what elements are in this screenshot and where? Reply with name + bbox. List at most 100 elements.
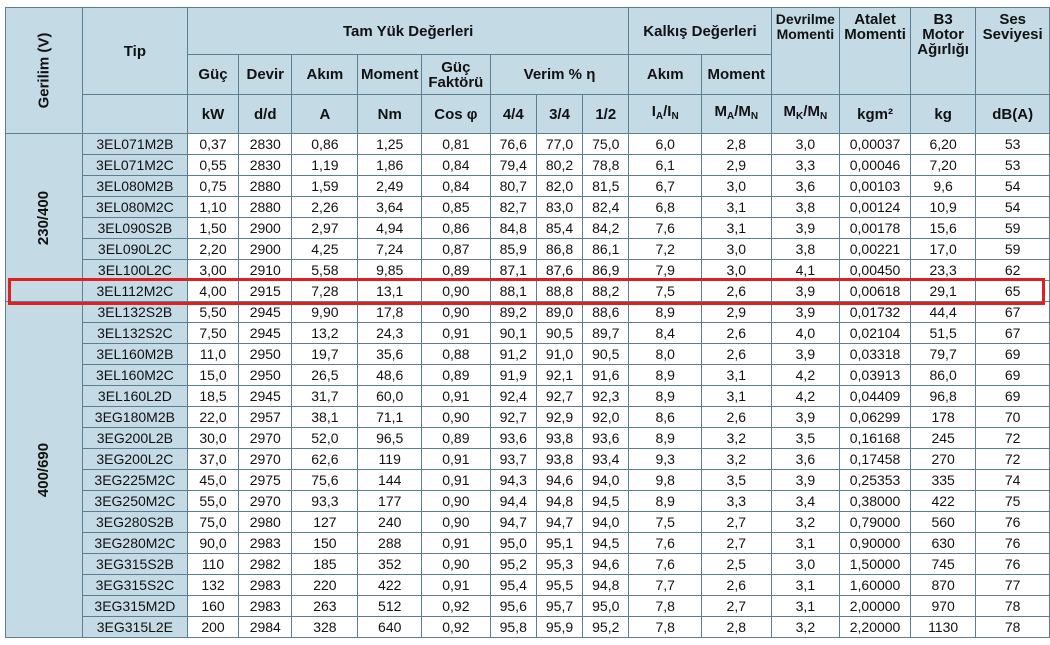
value-cell: 2,49 <box>357 175 423 197</box>
value-cell: 30,0 <box>186 427 240 449</box>
value-cell: 0,85 <box>421 196 491 218</box>
motor-type-cell: 3EG315L2E <box>81 616 188 638</box>
value-cell: 78,8 <box>582 154 630 176</box>
value-cell: 92,4 <box>489 385 537 407</box>
value-cell: 3,3 <box>770 154 841 176</box>
value-cell: 3,1 <box>701 385 772 407</box>
value-cell: 3,2 <box>770 616 841 638</box>
value-cell: 0,00221 <box>839 238 911 260</box>
unit-ia-in: IA/IN <box>628 94 702 134</box>
value-cell: 328 <box>291 616 359 638</box>
value-cell: 94,8 <box>582 574 630 596</box>
value-cell: 91,2 <box>489 343 537 365</box>
value-cell: 88,1 <box>489 280 537 302</box>
value-cell: 2,6 <box>701 574 772 596</box>
header-b3: B3 Motor Ağırlığı <box>909 7 977 95</box>
value-cell: 422 <box>357 574 423 596</box>
value-cell: 3,4 <box>770 490 841 512</box>
motor-type-cell: 3EL080M2C <box>81 196 188 218</box>
value-cell: 270 <box>909 448 977 470</box>
value-cell: 13,2 <box>291 322 359 344</box>
table-row: 3EG315M2D 160 2983 263 512 0,92 95,6 95,7 95,0 7,… <box>6 595 1050 617</box>
header-kalkis-moment: Moment <box>701 54 772 95</box>
value-cell: 93,6 <box>582 427 630 449</box>
value-cell: 83,0 <box>535 196 584 218</box>
value-cell: 0,91 <box>421 574 491 596</box>
value-cell: 2880 <box>238 175 293 197</box>
value-cell: 0,79000 <box>839 511 911 533</box>
unit-mk-mn: MK/MN <box>770 94 841 134</box>
value-cell: 220 <box>291 574 359 596</box>
value-cell: 0,00178 <box>839 217 911 239</box>
value-cell: 77,0 <box>535 133 584 155</box>
value-cell: 1,60000 <box>839 574 911 596</box>
value-cell: 93,6 <box>489 427 537 449</box>
value-cell: 7,28 <box>291 280 359 302</box>
value-cell: 96,8 <box>909 385 977 407</box>
value-cell: 422 <box>909 490 977 512</box>
value-cell: 2,97 <box>291 217 359 239</box>
value-cell: 177 <box>357 490 423 512</box>
value-cell: 1,50 <box>186 217 240 239</box>
value-cell: 160 <box>186 595 240 617</box>
motor-spec-table: Gerilim (V) Tip Tam Yük Değerleri Kalkış… <box>5 7 1050 638</box>
value-cell: 1,19 <box>291 154 359 176</box>
value-cell: 3,64 <box>357 196 423 218</box>
table-row: 3EL100L2C 3,00 2910 5,58 9,85 0,89 87,1 87,6 86,… <box>6 259 1050 281</box>
value-cell: 22,0 <box>186 406 240 428</box>
value-cell: 86,8 <box>535 238 584 260</box>
value-cell: 0,90000 <box>839 532 911 554</box>
value-cell: 88,6 <box>582 301 630 323</box>
table-row: 400/690 3EL132S2B 5,50 2945 9,90 17,8 0,90 89,2… <box>5 301 1050 638</box>
header-verim: Verim % η <box>489 54 630 95</box>
value-cell: 2,6 <box>701 280 772 302</box>
value-cell: 37,0 <box>186 448 240 470</box>
table-row: 3EG280M2C 90,0 2983 150 288 0,91 95,0 95,1 94,5 7… <box>6 532 1050 554</box>
value-cell: 69 <box>975 364 1050 386</box>
value-cell: 55,0 <box>186 490 240 512</box>
value-cell: 38,1 <box>291 406 359 428</box>
value-cell: 630 <box>909 532 977 554</box>
unit-ma-mn: MA/MN <box>701 94 772 134</box>
value-cell: 0,90 <box>421 406 491 428</box>
value-cell: 2970 <box>238 448 293 470</box>
value-cell: 3,3 <box>701 490 772 512</box>
table-row: 3EL090L2C 2,20 2900 4,25 7,24 0,87 85,9 86,8 86,… <box>6 238 1050 260</box>
value-cell: 79,7 <box>909 343 977 365</box>
table-row: 3EG315S2C 132 2983 220 422 0,91 95,4 95,5 94,8 7,… <box>6 574 1050 596</box>
value-cell: 82,4 <box>582 196 630 218</box>
value-cell: 54 <box>975 196 1050 218</box>
value-cell: 76 <box>975 511 1050 533</box>
value-cell: 92,1 <box>535 364 584 386</box>
value-cell: 0,01732 <box>839 301 911 323</box>
table-body: 230/400 3EL071M2B 0,37 2830 0,86 1,25 0,81 76,6… <box>5 133 1050 638</box>
header-kalkis: Kalkış Değerleri <box>628 7 772 55</box>
value-cell: 77 <box>975 574 1050 596</box>
value-cell: 91,6 <box>582 364 630 386</box>
value-cell: 0,89 <box>421 427 491 449</box>
value-cell: 0,91 <box>421 448 491 470</box>
value-cell: 0,81 <box>421 133 491 155</box>
value-cell: 640 <box>357 616 423 638</box>
value-cell: 3,9 <box>770 301 841 323</box>
value-cell: 17,8 <box>357 301 423 323</box>
value-cell: 0,89 <box>421 259 491 281</box>
value-cell: 3,9 <box>770 406 841 428</box>
value-cell: 2,7 <box>701 532 772 554</box>
value-cell: 0,00124 <box>839 196 911 218</box>
value-cell: 95,5 <box>535 574 584 596</box>
value-cell: 13,1 <box>357 280 423 302</box>
unit-cos: Cos φ <box>421 94 491 134</box>
value-cell: 67 <box>975 301 1050 323</box>
value-cell: 76 <box>975 553 1050 575</box>
value-cell: 870 <box>909 574 977 596</box>
value-cell: 2,6 <box>701 343 772 365</box>
value-cell: 2,5 <box>701 553 772 575</box>
value-cell: 75,0 <box>582 133 630 155</box>
value-cell: 92,9 <box>535 406 584 428</box>
value-cell: 2975 <box>238 469 293 491</box>
value-cell: 74 <box>975 469 1050 491</box>
value-cell: 2,26 <box>291 196 359 218</box>
value-cell: 23,3 <box>909 259 977 281</box>
value-cell: 2915 <box>238 280 293 302</box>
